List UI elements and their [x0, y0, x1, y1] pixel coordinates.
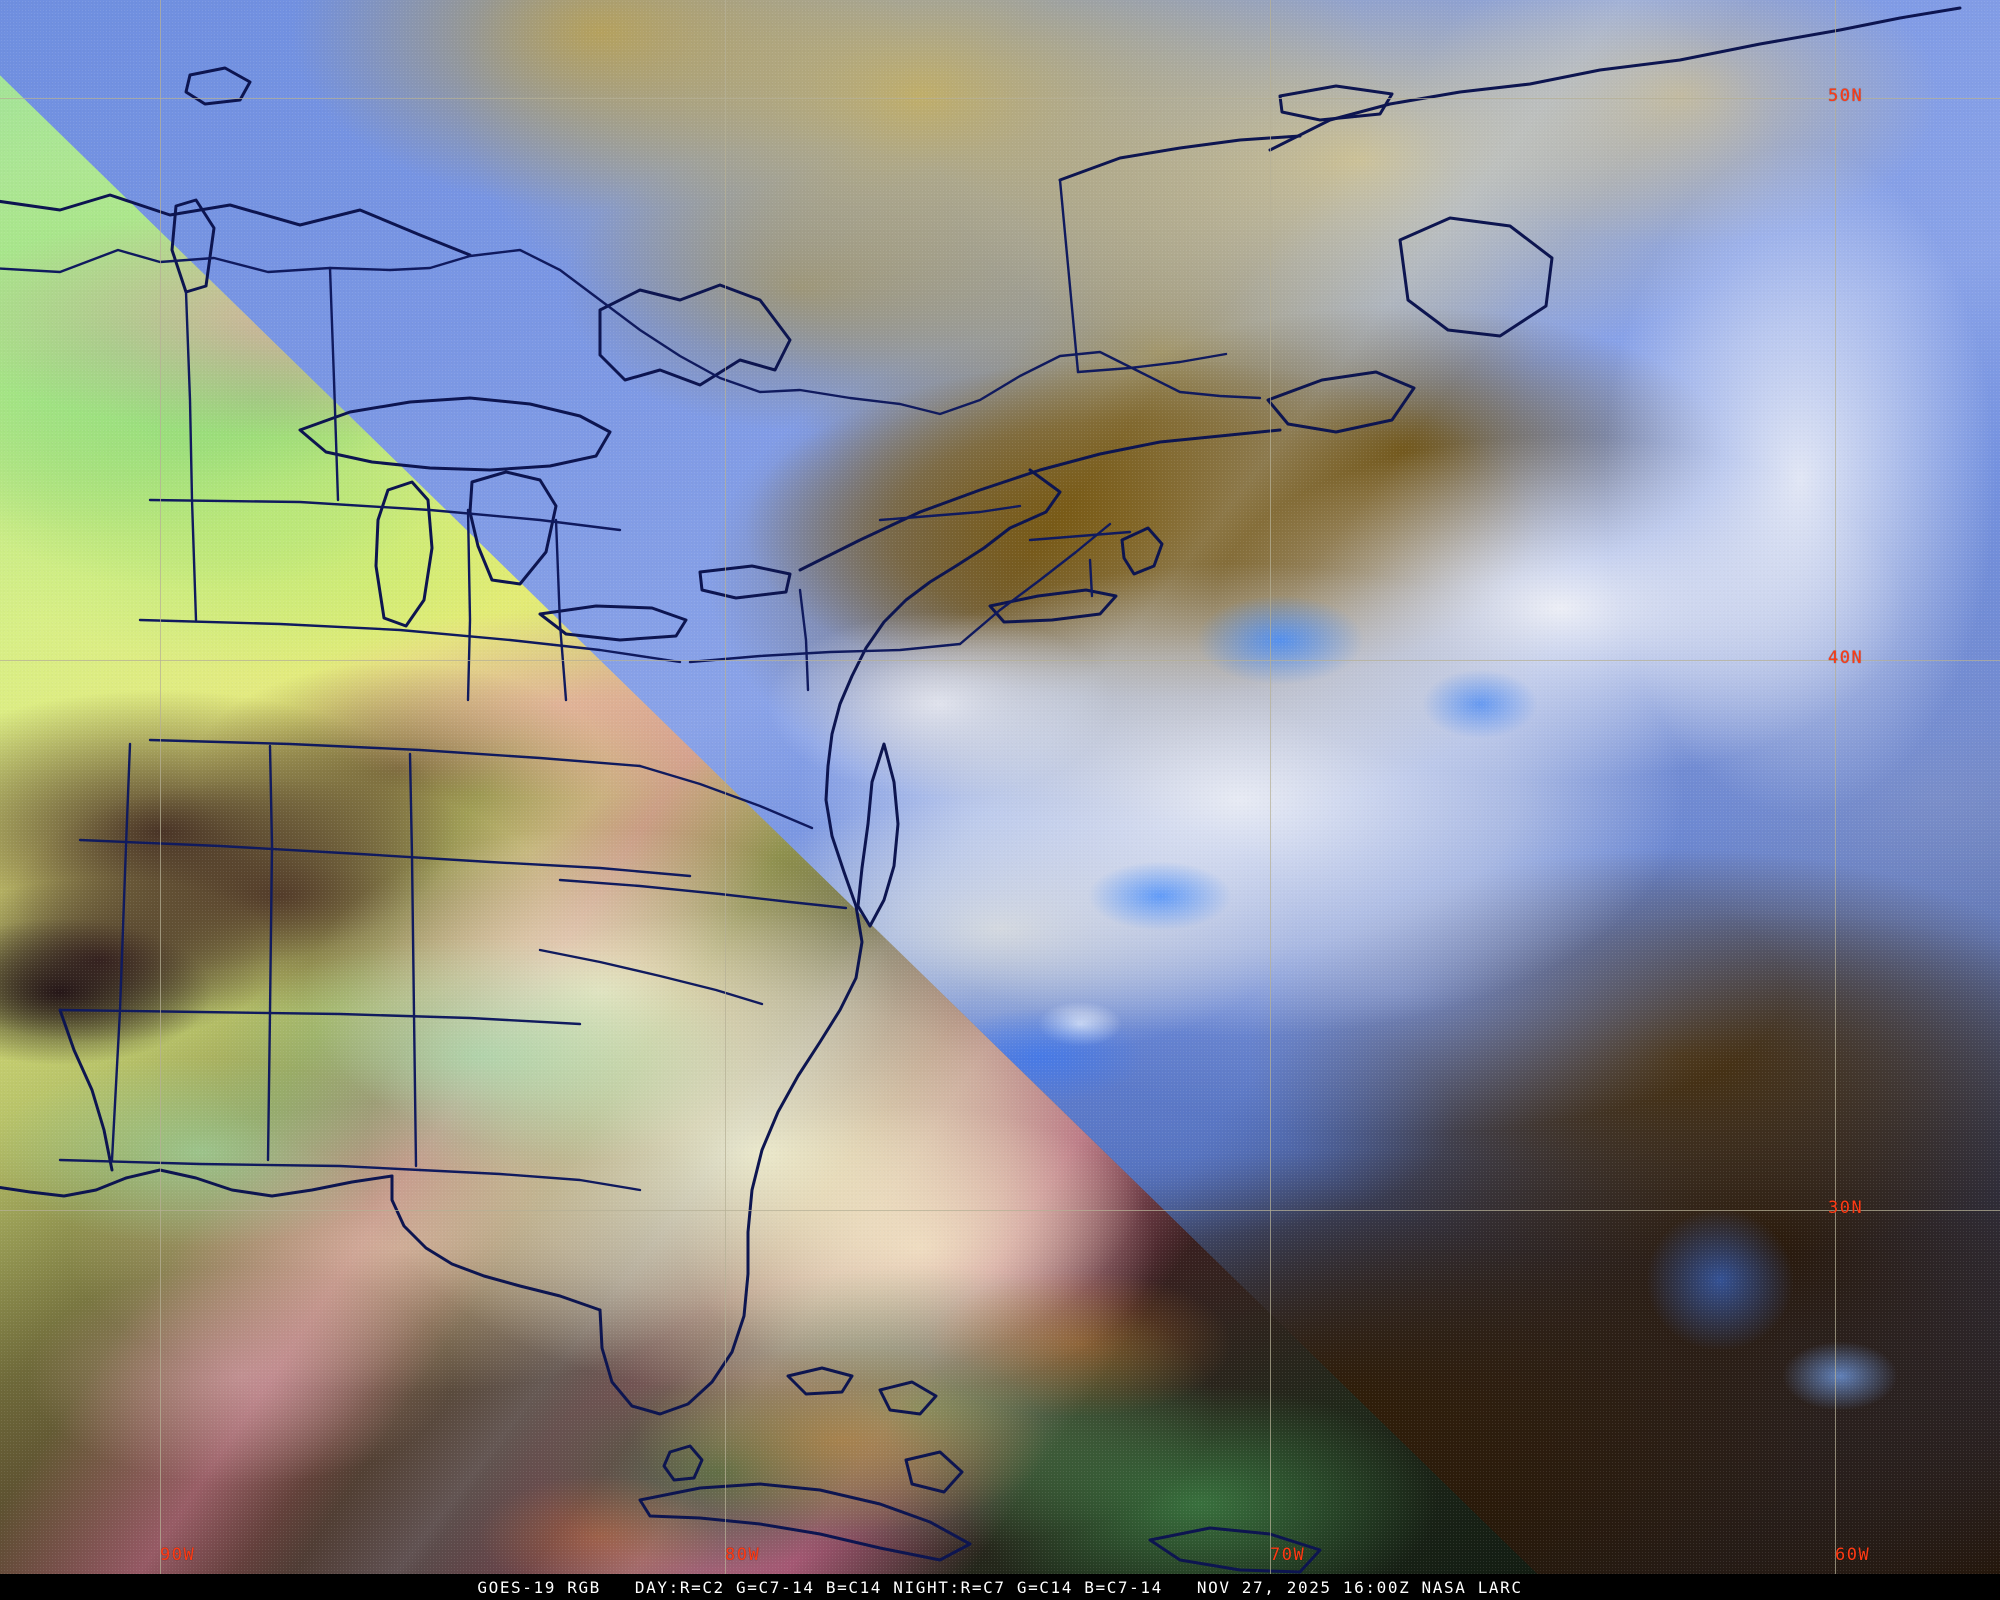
- caption-recipe: DAY:R=C2 G=C7-14 B=C14 NIGHT:R=C7 G=C14 …: [634, 1577, 1163, 1597]
- caption-bar: GOES-19 RGB DAY:R=C2 G=C7-14 B=C14 NIGHT…: [0, 1574, 2000, 1600]
- caption-satellite: GOES-19 RGB: [477, 1577, 601, 1597]
- caption-timestamp: NOV 27, 2025 16:00Z NASA LARC: [1196, 1577, 1523, 1597]
